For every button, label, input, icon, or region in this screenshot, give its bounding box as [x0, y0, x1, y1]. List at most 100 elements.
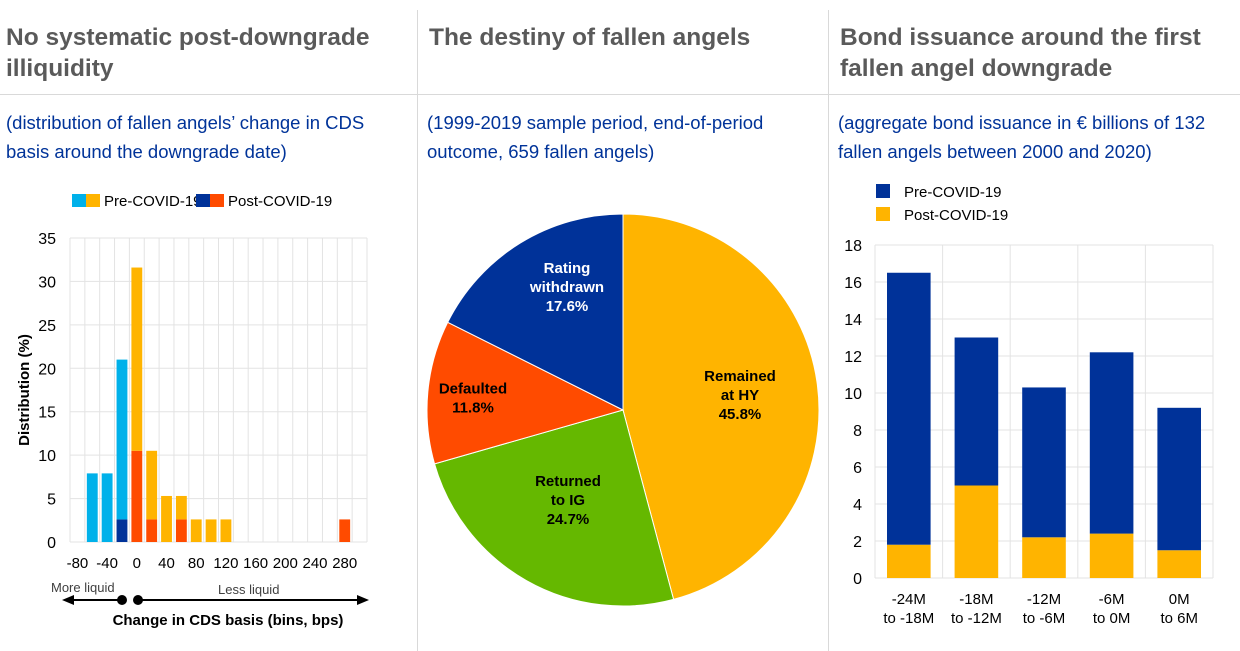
bar-post-covid: [131, 450, 143, 542]
x-tick-label: to -6M: [1023, 610, 1066, 627]
x-tick-label: -24M: [892, 591, 926, 608]
bar-pre-covid: [190, 519, 202, 542]
x-tick-label: 120: [213, 555, 238, 572]
x-tick-label: 0: [133, 555, 141, 572]
bar-pre-covid: [131, 267, 143, 451]
y-tick-label: 5: [47, 492, 56, 509]
x-tick-label: to 0M: [1093, 610, 1131, 627]
y-tick-label: 15: [38, 405, 56, 422]
x-tick-label: 0M: [1169, 591, 1190, 608]
pie-label: Defaulted: [439, 381, 507, 398]
bar-pre-covid: [1157, 407, 1201, 551]
pie-label: Remained: [704, 368, 776, 385]
panel-title-illiquidity: No systematic post-downgrade illiquidity: [6, 24, 370, 82]
pie-slice-rating-withdrawn: [447, 213, 624, 411]
bar-pre-covid: [220, 519, 232, 542]
y-tick-label: 35: [38, 231, 56, 248]
legend-swatch-post-negative: [196, 194, 210, 207]
legend-swatch-pre-positive: [86, 194, 100, 207]
y-tick-label: 2: [853, 534, 862, 551]
legend-swatch-post-positive: [210, 194, 224, 207]
y-tick-label: 16: [844, 275, 862, 292]
x-tick-label: 280: [332, 555, 357, 572]
bar-pre-covid: [1089, 352, 1134, 534]
y-tick-label: 10: [844, 386, 862, 403]
pie-label: 11.8%: [452, 400, 494, 417]
x-tick-label: -6M: [1099, 591, 1125, 608]
bar-pre-covid: [954, 337, 999, 486]
bar-pre-covid: [175, 495, 187, 520]
y-axis-title: Distribution (%): [16, 334, 33, 446]
arrow-right-head: [357, 595, 369, 605]
x-tick-label: -18M: [959, 591, 993, 608]
pie-label: Returned: [535, 473, 601, 490]
panel-title-issuance: Bond issuance around the first fallen an…: [840, 24, 1201, 82]
y-tick-label: 10: [38, 448, 56, 465]
annotation-less-liquid: Less liquid: [218, 582, 279, 597]
bar-pre-covid: [146, 450, 158, 520]
pie-label: 17.6%: [546, 298, 589, 315]
bar-post-covid: [146, 519, 158, 542]
pie-label: 24.7%: [547, 511, 590, 528]
panel-subtitle-destiny: (1999-2019 sample period, end-of-period …: [427, 112, 764, 162]
y-tick-label: 30: [38, 274, 56, 291]
bar-post-covid: [887, 544, 931, 578]
pie-label: to IG: [551, 492, 585, 509]
x-tick-label: -12M: [1027, 591, 1061, 608]
bar-pre-covid: [1022, 387, 1066, 538]
y-tick-label: 8: [853, 423, 862, 440]
bar-pre-covid: [205, 519, 217, 542]
bar-post-covid: [339, 519, 351, 542]
x-tick-label: 80: [188, 555, 205, 572]
legend-label-post: Post-COVID-19: [904, 207, 1008, 224]
legend-swatch-pre: [876, 184, 890, 198]
pie-label: 45.8%: [719, 406, 762, 423]
x-tick-label: 40: [158, 555, 175, 572]
legend-swatch-pre-negative: [72, 194, 86, 207]
x-tick-label: to -18M: [883, 610, 934, 627]
panel-title-destiny: The destiny of fallen angels: [429, 24, 751, 51]
bar-post-covid: [1022, 537, 1066, 578]
x-tick-label: -80: [67, 555, 89, 572]
pie-slice-returned-to-ig: [433, 409, 675, 607]
legend-label-pre: Pre-COVID-19: [904, 184, 1002, 201]
divider: [0, 94, 1240, 95]
x-tick-label: 200: [273, 555, 298, 572]
y-tick-label: 6: [853, 460, 862, 477]
y-tick-label: 12: [844, 349, 862, 366]
legend-label-post: Post-COVID-19: [228, 193, 332, 210]
bar-post-covid: [116, 519, 128, 542]
x-tick-label: -40: [96, 555, 118, 572]
y-tick-label: 0: [853, 571, 862, 588]
panel-subtitle-illiquidity: (distribution of fallen angels’ change i…: [6, 112, 365, 162]
legend-swatch-post: [876, 207, 890, 221]
panel-subtitle-issuance: (aggregate bond issuance in € billions o…: [838, 112, 1206, 162]
x-tick-label: to -12M: [951, 610, 1002, 627]
y-tick-label: 14: [844, 312, 862, 329]
pie-slice-remained-at-hy: [622, 213, 820, 600]
y-tick-label: 4: [853, 497, 862, 514]
bar-post-covid: [1089, 533, 1134, 578]
bar-pre-covid: [86, 473, 98, 542]
divider: [828, 10, 829, 651]
bar-pre-covid: [101, 473, 113, 542]
arrow-left-head: [62, 595, 74, 605]
bar-pre-covid: [887, 272, 931, 545]
y-tick-label: 0: [47, 535, 56, 552]
bar-pre-covid: [161, 495, 172, 542]
pie-label: withdrawn: [529, 279, 604, 296]
bar-pre-covid: [116, 359, 128, 520]
y-tick-label: 25: [38, 318, 56, 335]
divider: [417, 10, 418, 651]
bar-post-covid: [1157, 550, 1201, 578]
y-tick-label: 20: [38, 361, 56, 378]
y-tick-label: 18: [844, 238, 862, 255]
bar-post-covid: [954, 485, 999, 578]
bar-post-covid: [175, 519, 187, 542]
pie-label: Rating: [544, 260, 591, 277]
x-axis-title: Change in CDS basis (bins, bps): [113, 612, 344, 629]
annotation-more-liquid: More liquid: [51, 580, 115, 595]
legend-label-pre: Pre-COVID-19: [104, 193, 202, 210]
x-tick-label: 160: [243, 555, 268, 572]
